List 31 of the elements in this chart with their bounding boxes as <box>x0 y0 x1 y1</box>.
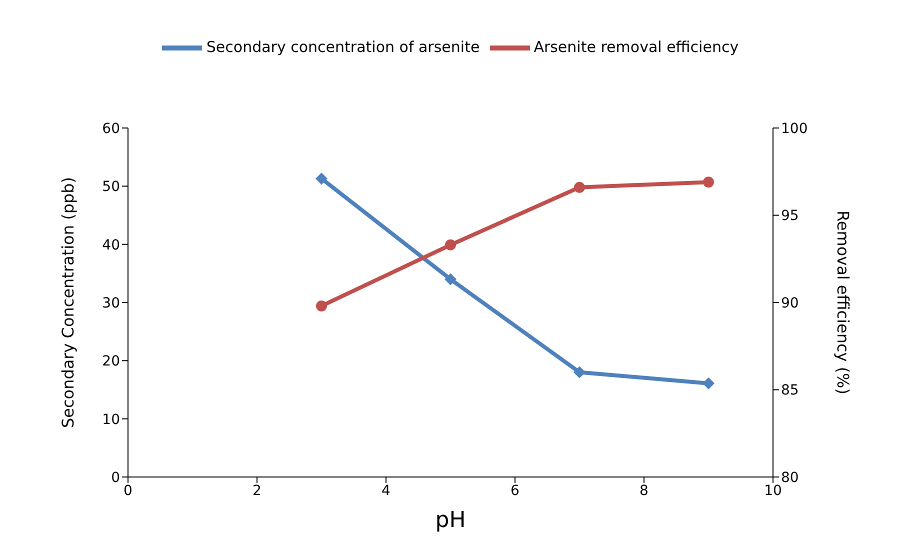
y-axis-title: Secondary Concentration (ppb) <box>58 176 78 428</box>
y-tick-label: 30 <box>102 295 120 312</box>
y2-tick-label: 100 <box>781 120 808 137</box>
legend-label: Arsenite removal efficiency <box>534 38 739 56</box>
x-tick-label: 10 <box>764 482 782 499</box>
point <box>702 377 714 390</box>
y2-tick-label: 90 <box>781 295 799 312</box>
y-tick-label: 20 <box>102 354 120 370</box>
point <box>316 172 328 185</box>
y2-tick-label: 80 <box>781 470 799 486</box>
x-tick-label: 2 <box>252 482 262 499</box>
x-tick-label: 8 <box>640 482 648 499</box>
y2-tick-label: 95 <box>781 208 799 224</box>
x-tick-label: 6 <box>510 482 520 499</box>
x-axis-title: pH <box>435 508 466 533</box>
point <box>444 273 456 286</box>
point <box>574 366 586 378</box>
y-tick-label: 10 <box>102 412 120 428</box>
y-tick-label: 50 <box>102 179 120 196</box>
point <box>703 176 714 188</box>
x-tick-label: 0 <box>124 482 132 499</box>
y-tick-label: 0 <box>111 470 120 486</box>
x-tick-label: 4 <box>382 482 391 499</box>
point <box>316 300 327 312</box>
point <box>574 182 585 193</box>
legend-label: Secondary concentration of arsenite <box>206 38 480 56</box>
y-tick-label: 60 <box>102 120 120 137</box>
y2-tick-label: 85 <box>781 382 799 399</box>
y-tick-label: 40 <box>102 237 120 254</box>
point <box>445 239 456 250</box>
y2-axis-title: Removal efficiency (%) <box>833 210 852 394</box>
